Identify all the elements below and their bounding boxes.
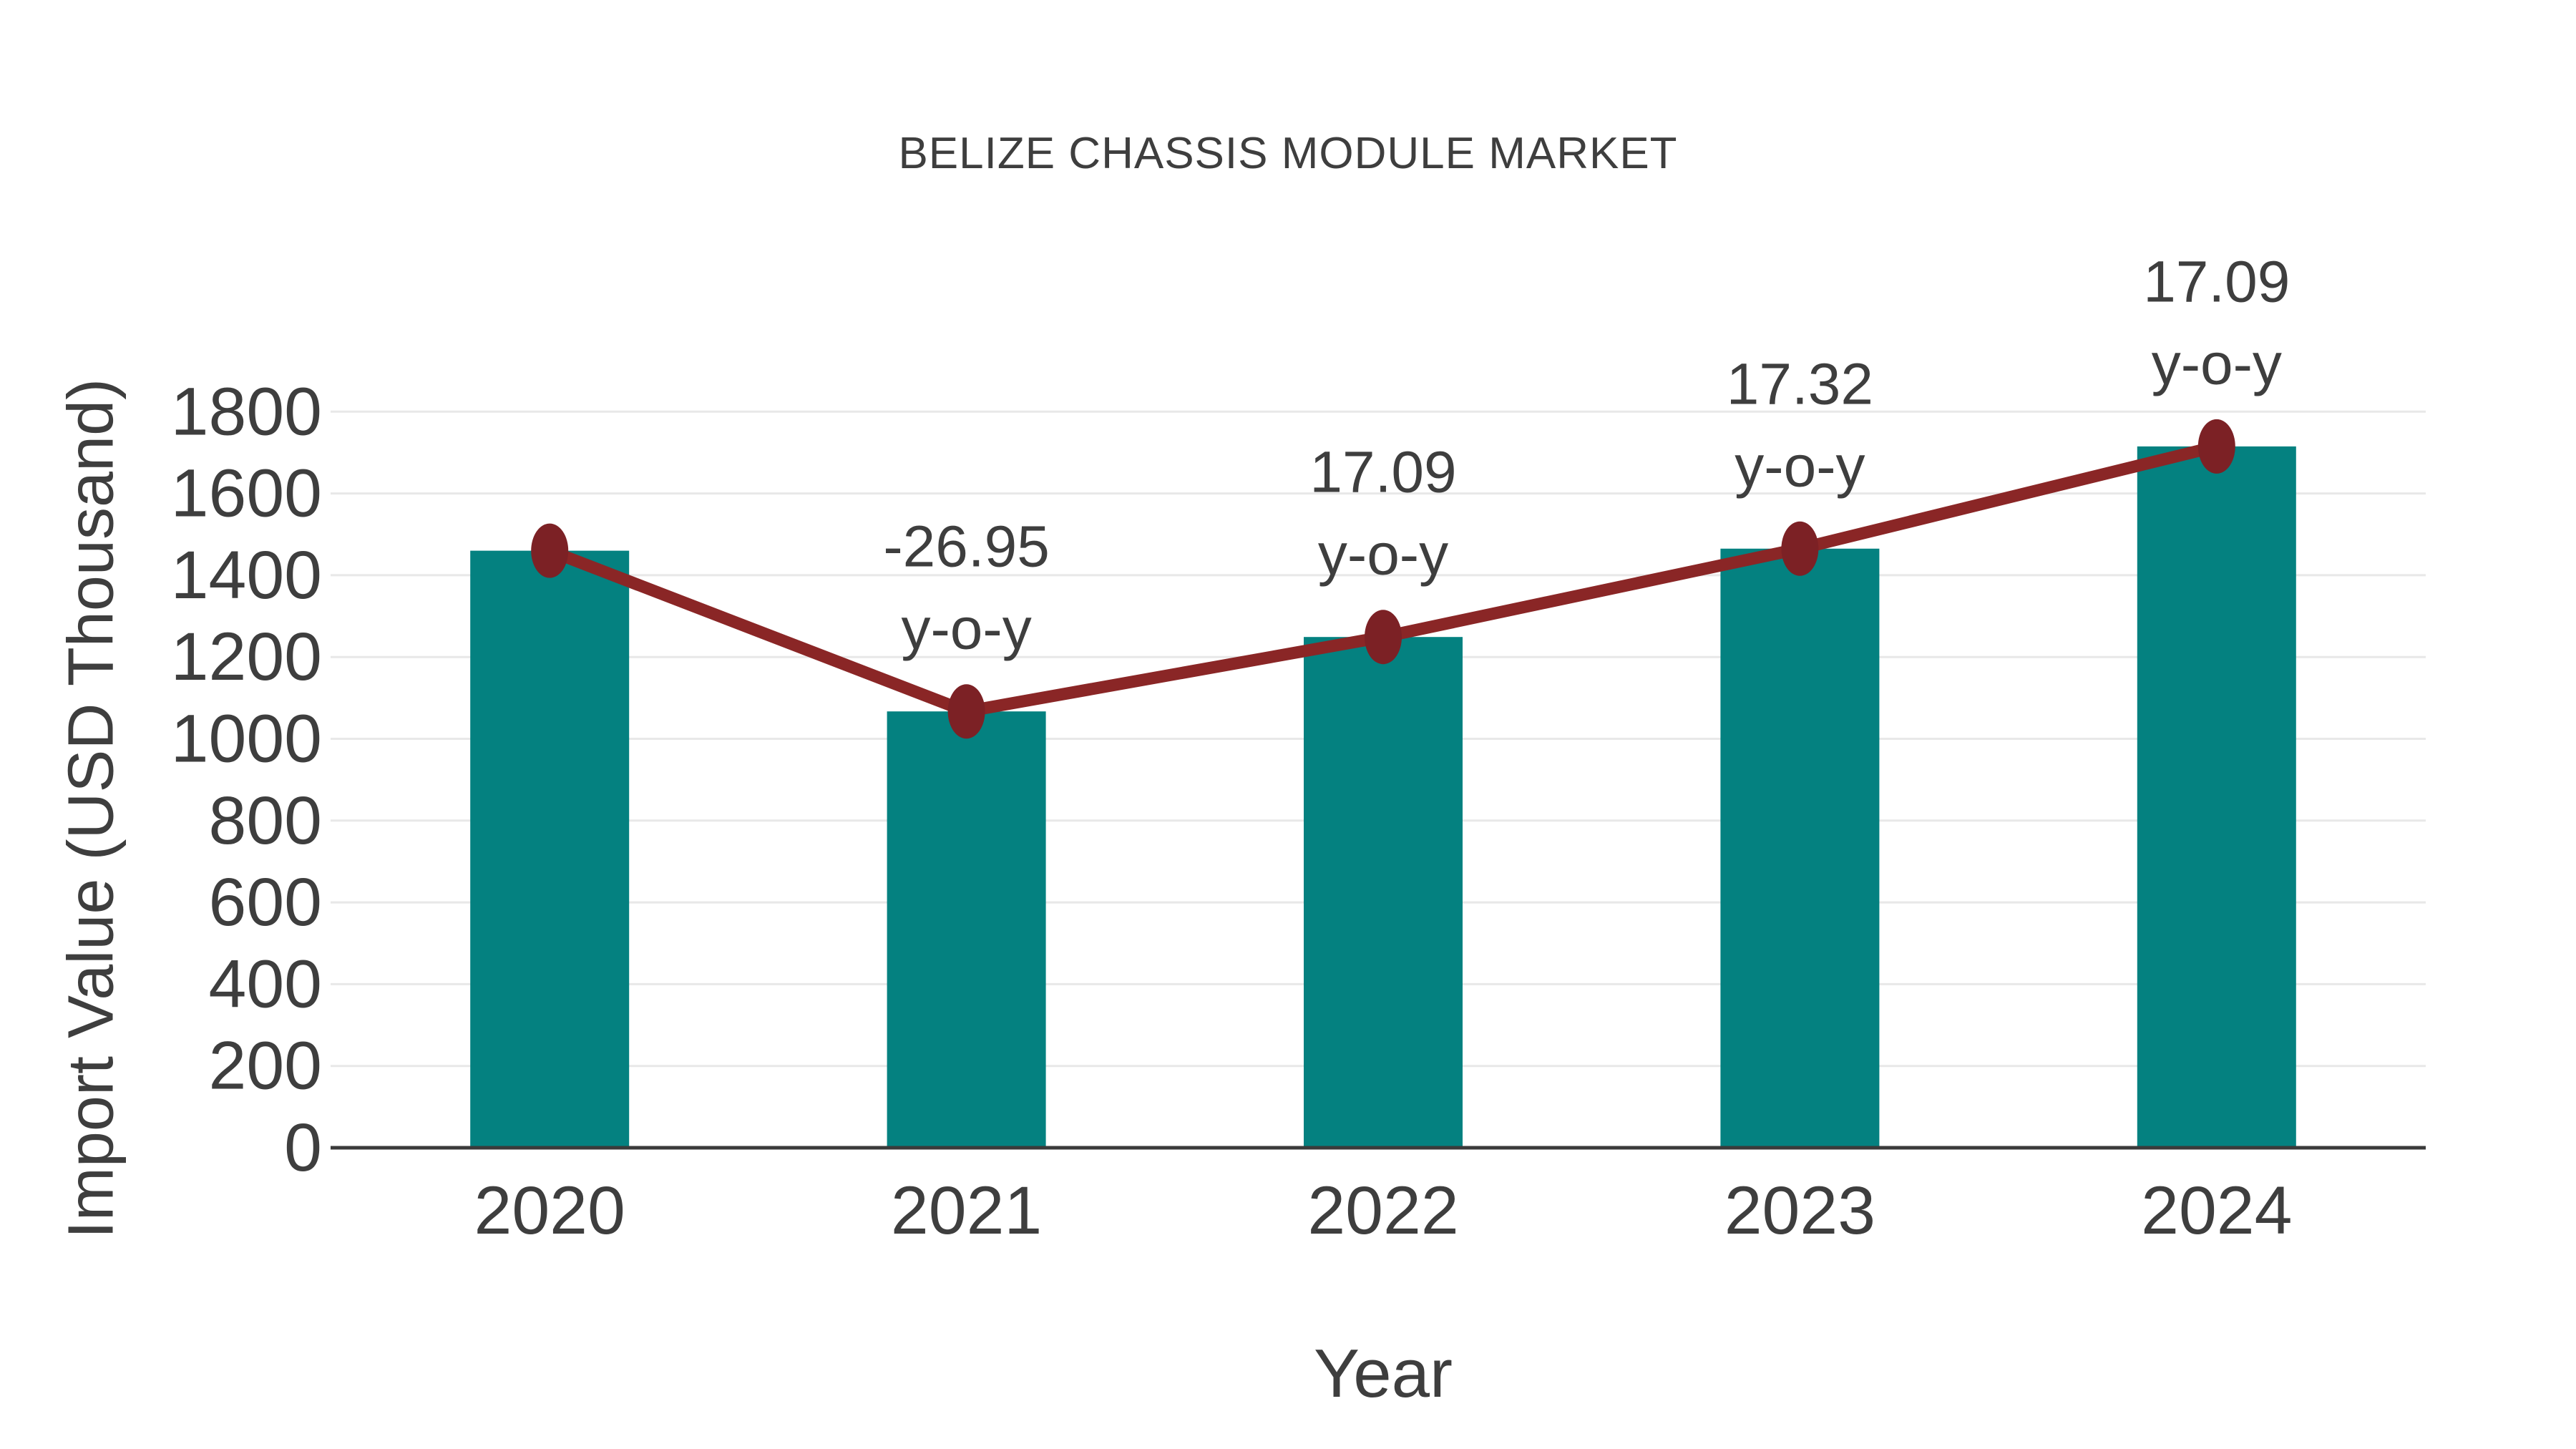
bar-2020: [470, 550, 630, 1148]
x-tick-label-2021: 2021: [891, 1173, 1042, 1249]
x-tick-label-2023: 2023: [1724, 1173, 1875, 1249]
x-axis-title: Year: [1314, 1335, 1453, 1412]
y-tick-label-1400: 1400: [171, 537, 322, 613]
chart-title: BELIZE CHASSIS MODULE MARKET: [898, 129, 1678, 178]
x-tick-label-2020: 2020: [474, 1173, 625, 1249]
yoy-value-2023: 17.32: [1727, 351, 1873, 416]
y-tick-label-0: 0: [284, 1110, 322, 1186]
y-tick-label-200: 200: [208, 1028, 322, 1104]
bar-2021: [887, 711, 1046, 1148]
y-tick-label-1000: 1000: [171, 701, 322, 777]
yoy-value-2021: -26.95: [883, 514, 1050, 580]
y-tick-label-600: 600: [208, 864, 322, 940]
x-tick-label-2022: 2022: [1307, 1173, 1458, 1249]
line-marker-2021: [947, 684, 985, 739]
yoy-suffix-2021: y-o-y: [901, 597, 1031, 662]
line-marker-2024: [2197, 419, 2235, 474]
y-tick-label-1600: 1600: [171, 456, 322, 532]
yoy-value-2022: 17.09: [1309, 440, 1456, 505]
bars: [470, 446, 2296, 1148]
yoy-value-2024: 17.09: [2143, 249, 2290, 314]
bar-2022: [1304, 637, 1463, 1148]
data-labels: -26.95 y-o-y 17.09 y-o-y 17.32 y-o-y 17.09 y-o-…: [883, 249, 2290, 661]
yoy-suffix-2023: y-o-y: [1735, 434, 1865, 499]
x-tick-label-2024: 2024: [2141, 1173, 2292, 1249]
line-marker-2023: [1781, 521, 1819, 576]
bar-2024: [2137, 446, 2296, 1148]
yoy-suffix-2022: y-o-y: [1318, 522, 1448, 587]
line-marker-2022: [1365, 610, 1402, 665]
bar-2023: [1720, 548, 1880, 1148]
y-tick-label-1200: 1200: [171, 619, 322, 695]
y-tick-label-800: 800: [208, 783, 322, 859]
line-markers: [531, 419, 2235, 739]
y-tick-label-1800: 1800: [171, 374, 322, 449]
yoy-suffix-2024: y-o-y: [2152, 331, 2282, 396]
line-marker-2020: [531, 523, 569, 578]
x-tick-labels: 2020 2021 2022 2023 2024: [474, 1173, 2293, 1249]
y-tick-label-400: 400: [208, 946, 322, 1022]
